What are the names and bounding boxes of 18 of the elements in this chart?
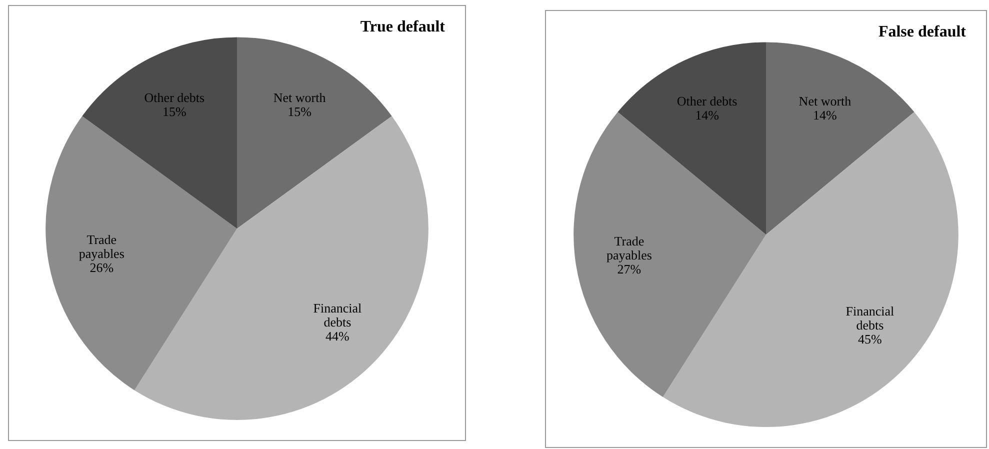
slice-label: Net worth (273, 90, 326, 106)
data-label: 27% (617, 262, 642, 277)
data-label: 26% (90, 260, 114, 275)
chart-title: False default (878, 24, 967, 41)
slice-label: Other debts (676, 94, 738, 109)
data-label: 15% (288, 104, 312, 120)
data-label: 15% (162, 104, 187, 120)
chart-title: True default (360, 18, 446, 36)
slice-label: Trade payables (606, 234, 652, 263)
slice-label: Financial debts (846, 304, 894, 333)
slice-label: Trade payables (78, 232, 124, 261)
data-label: 45% (858, 332, 882, 347)
data-label: 14% (813, 108, 838, 123)
slice-label: Net worth (798, 94, 852, 109)
slice-label: Other debts (144, 90, 205, 106)
slice-label: Financial debts (313, 300, 362, 330)
data-label: 14% (695, 108, 720, 123)
data-label: 44% (326, 328, 350, 344)
